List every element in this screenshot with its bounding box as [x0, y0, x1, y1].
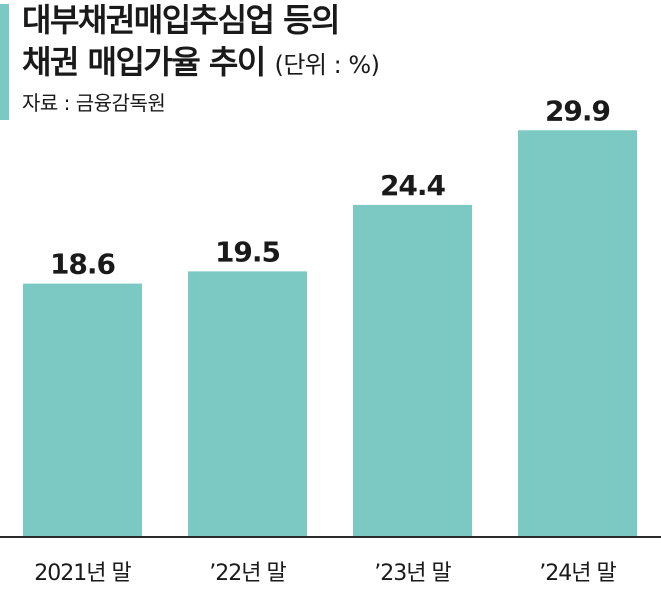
- category-label-0: 2021년 말: [34, 561, 131, 586]
- category-label-1: ’22년 말: [209, 561, 286, 586]
- chart-title-line-2: 채권 매입가율 추이 (단위 : %): [22, 42, 380, 85]
- title-text-1: 대부채권매입추심업 등의: [22, 1, 340, 39]
- chart-title-line-1: 대부채권매입추심업 등의: [22, 0, 340, 40]
- source-note: 자료 : 금융감독원: [22, 91, 166, 115]
- unit-label: (단위 : %): [274, 51, 380, 79]
- title-accent-bar: [0, 4, 9, 120]
- value-label-0: 18.6: [50, 248, 115, 281]
- category-label-2: ’23년 말: [374, 561, 451, 586]
- bar-3: [518, 130, 637, 536]
- category-label-3: ’24년 말: [539, 561, 616, 586]
- bar-0: [23, 283, 142, 536]
- title-text-2: 채권 매입가율 추이: [22, 43, 266, 81]
- bar-2: [353, 204, 472, 536]
- value-label-2: 24.4: [380, 169, 446, 202]
- value-label-1: 19.5: [215, 235, 280, 268]
- bar-1: [188, 271, 307, 536]
- value-label-3: 29.9: [545, 94, 610, 127]
